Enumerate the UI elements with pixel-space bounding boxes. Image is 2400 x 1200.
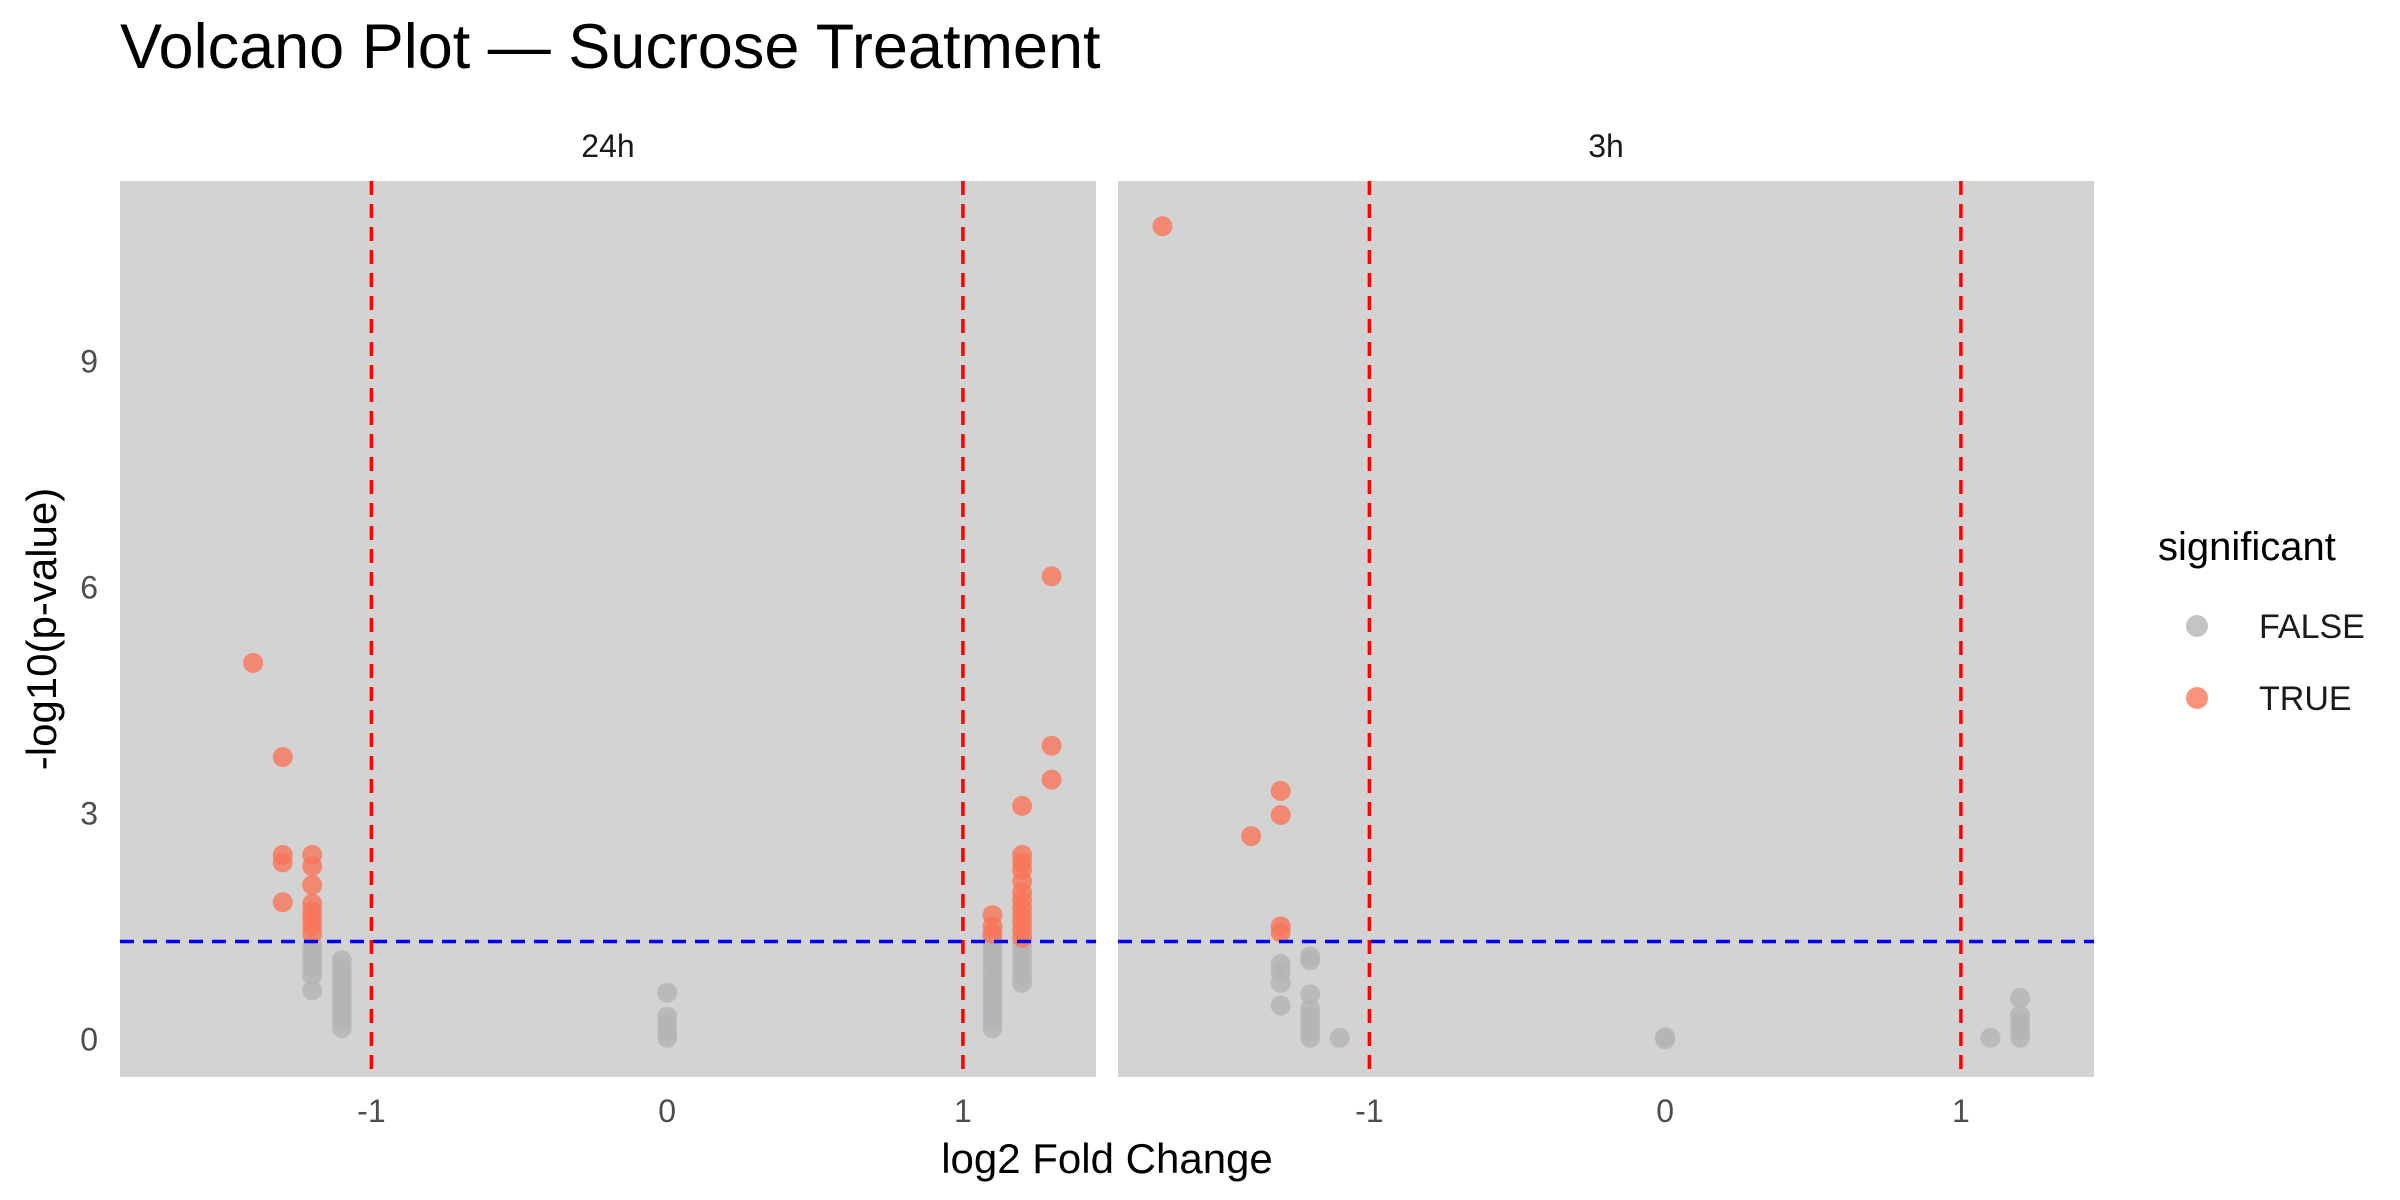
x-tick-label: 0 (658, 1093, 676, 1129)
panel-background (120, 181, 1096, 1077)
x-axis-ticks: -1 0 1 (357, 1093, 972, 1129)
data-point-false (1270, 954, 1291, 975)
data-point-false (1270, 995, 1291, 1016)
y-axis-title: -log10(p-value) (18, 488, 65, 770)
x-tick-label: -1 (357, 1093, 385, 1129)
data-point-false (331, 950, 352, 971)
legend-label-true: TRUE (2259, 680, 2352, 718)
data-point-false (1655, 1027, 1676, 1048)
data-point-true (243, 652, 264, 673)
data-point-false (1300, 946, 1321, 967)
data-point-true (302, 923, 323, 944)
panel-strip-label: 3h (1588, 128, 1624, 164)
data-point-false (2010, 987, 2031, 1008)
data-point-true (272, 892, 293, 913)
x-tick-label: 1 (1952, 1093, 1970, 1129)
legend-key-false (2186, 615, 2208, 637)
data-point-true (1012, 927, 1033, 948)
y-axis-ticks: 0 3 6 9 (80, 344, 98, 1058)
data-point-true (272, 852, 293, 873)
data-point-true (1041, 566, 1062, 587)
data-point-false (1300, 999, 1321, 1020)
panel-24h: 24h -1 0 1 (120, 128, 1096, 1129)
legend-label-false: FALSE (2259, 608, 2365, 646)
data-point-true (1270, 922, 1291, 943)
data-point-false (2010, 1005, 2031, 1026)
data-point-false (1980, 1027, 2001, 1048)
x-tick-label: 1 (954, 1093, 972, 1129)
panel-strip-label: 24h (581, 128, 634, 164)
data-point-false (1329, 1027, 1350, 1048)
x-tick-label: -1 (1355, 1093, 1383, 1129)
x-tick-label: 0 (1656, 1093, 1674, 1129)
x-axis-ticks: -1 0 1 (1355, 1093, 1970, 1129)
data-point-true (1012, 795, 1033, 816)
data-point-true (1152, 216, 1173, 237)
y-tick-label: 0 (80, 1021, 98, 1057)
panel-marks (1118, 181, 2094, 1077)
legend-title: significant (2158, 525, 2336, 569)
data-point-false (657, 1006, 678, 1027)
data-point-true (982, 923, 1003, 944)
chart-title: Volcano Plot — Sucrose Treatment (120, 12, 1101, 82)
data-point-true (1270, 780, 1291, 801)
data-point-true (1241, 826, 1262, 847)
legend: significant FALSE TRUE (2158, 525, 2365, 718)
panel-marks (120, 181, 1096, 1077)
y-tick-label: 6 (80, 570, 98, 606)
data-point-true (302, 856, 323, 877)
data-point-false (302, 980, 323, 1001)
x-axis-title: log2 Fold Change (941, 1135, 1273, 1182)
data-point-true (1041, 769, 1062, 790)
data-point-true (272, 747, 293, 767)
data-point-false (1300, 984, 1321, 1005)
data-point-true (1270, 805, 1291, 825)
y-tick-label: 3 (80, 796, 98, 832)
legend-key-true (2186, 687, 2208, 709)
panel-3h: 3h -1 0 1 (1118, 128, 2094, 1129)
y-tick-label: 9 (80, 344, 98, 380)
data-point-false (657, 982, 678, 1003)
data-point-true (1041, 735, 1062, 756)
data-point-true (302, 875, 323, 895)
